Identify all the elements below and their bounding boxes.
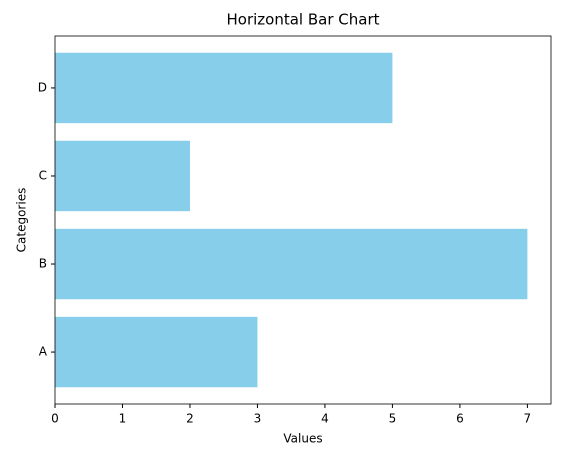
x-tick-label: 4 xyxy=(321,412,329,426)
x-tick-label: 2 xyxy=(186,412,194,426)
x-tick-label: 3 xyxy=(254,412,262,426)
y-tick-label: A xyxy=(39,345,48,359)
plot-frame xyxy=(54,35,552,405)
chart-title: Horizontal Bar Chart xyxy=(227,11,380,29)
x-tick-label: 7 xyxy=(524,412,532,426)
x-axis-label: Values xyxy=(283,432,322,446)
bar xyxy=(55,52,393,124)
x-tick-label: 0 xyxy=(51,412,59,426)
bar xyxy=(55,316,258,388)
y-axis-label: Categories xyxy=(15,188,29,253)
y-tick-label: B xyxy=(39,257,47,271)
y-tick-label: C xyxy=(39,168,47,182)
bar xyxy=(55,228,528,300)
x-tick-label: 5 xyxy=(389,412,397,426)
y-tick-label: D xyxy=(38,80,47,94)
bar xyxy=(55,140,190,212)
x-tick-label: 6 xyxy=(456,412,464,426)
x-tick-label: 1 xyxy=(119,412,127,426)
